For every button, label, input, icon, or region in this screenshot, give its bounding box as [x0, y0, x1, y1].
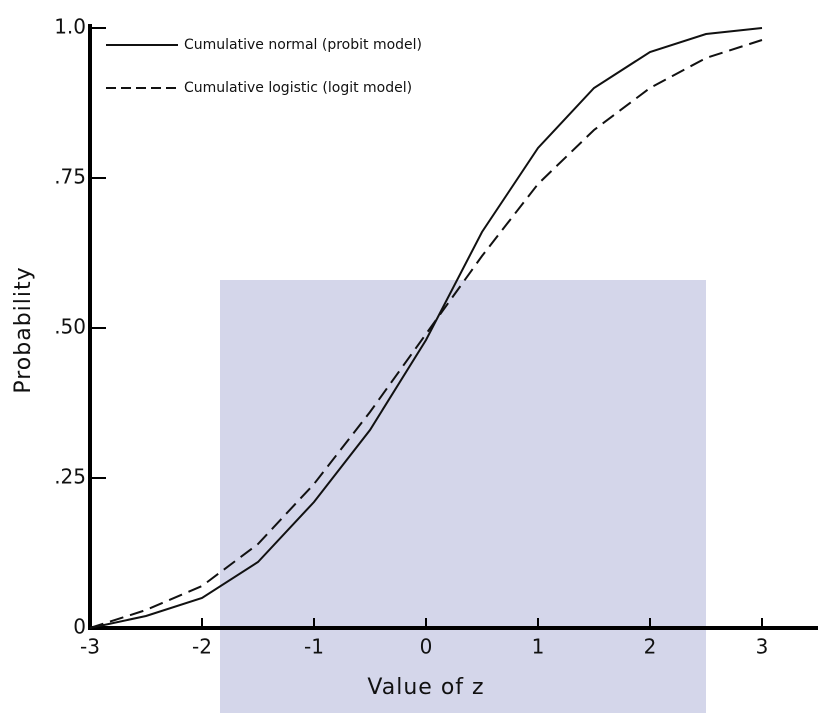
y-tick-label: 0	[73, 615, 86, 639]
x-axis-label: Value of z	[367, 675, 484, 700]
legend-label: Cumulative normal (probit model)	[184, 37, 422, 53]
x-tick-label: -3	[80, 635, 100, 659]
y-tick-label: .25	[54, 465, 86, 489]
x-tick-label: 0	[420, 635, 433, 659]
watermark	[220, 280, 706, 713]
x-tick-label: -1	[304, 635, 324, 659]
x-tick-label: 3	[756, 635, 769, 659]
y-tick-label: 1.0	[54, 15, 86, 39]
y-tick-label: .75	[54, 165, 86, 189]
y-axis-label: Probability	[11, 266, 36, 393]
x-tick-label: -2	[192, 635, 212, 659]
x-tick-label: 2	[644, 635, 657, 659]
line-series	[89, 27, 763, 629]
x-tick-label: 1	[532, 635, 545, 659]
y-tick-label: .50	[54, 315, 86, 339]
legend-label: Cumulative logistic (logit model)	[184, 80, 412, 96]
